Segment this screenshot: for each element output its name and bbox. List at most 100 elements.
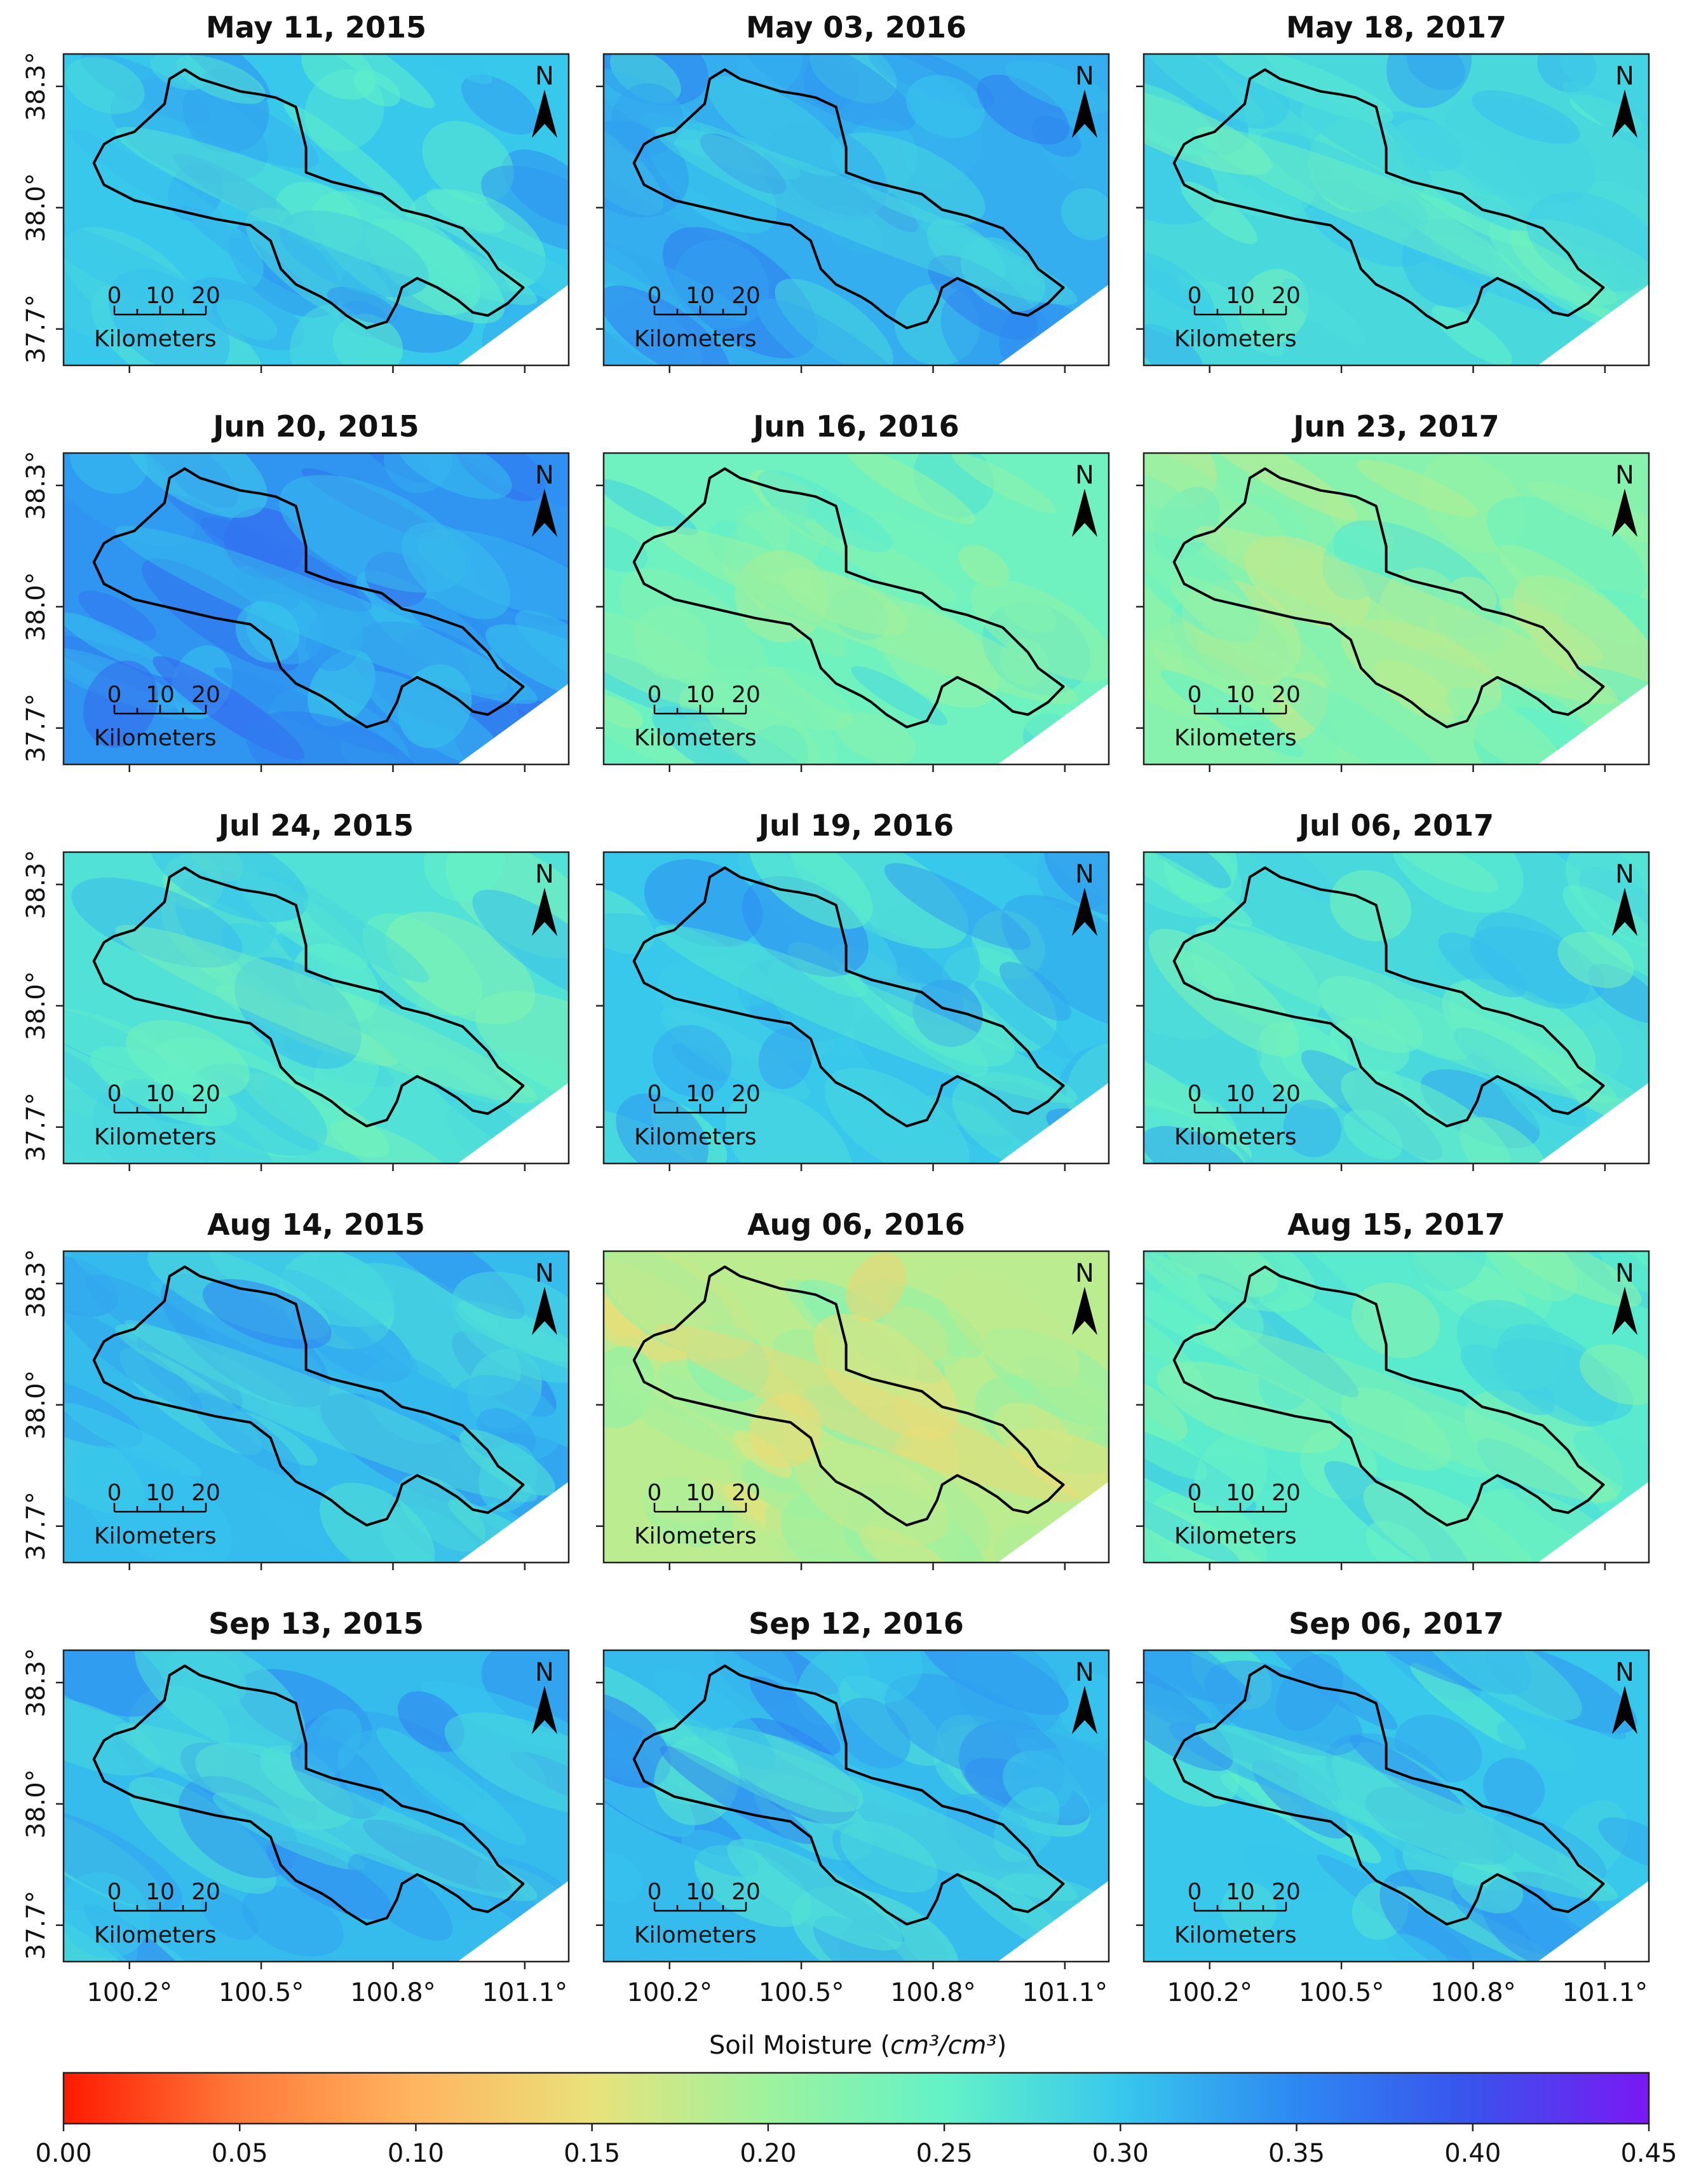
moisture-blotch bbox=[64, 613, 178, 678]
moisture-blotch bbox=[1221, 1882, 1277, 1937]
moisture-blotch bbox=[303, 899, 429, 982]
moisture-blotch bbox=[68, 128, 242, 239]
moisture-blotch bbox=[195, 1742, 354, 1830]
scale-unit: Kilometers bbox=[94, 1124, 217, 1150]
moisture-band bbox=[115, 1324, 538, 1502]
y-tick-label: 38.0° bbox=[22, 173, 51, 242]
panel-title: Sep 06, 2017 bbox=[1289, 1606, 1504, 1641]
scale-label: 20 bbox=[731, 1480, 761, 1506]
moisture-blotch bbox=[795, 1441, 949, 1547]
moisture-blotch bbox=[1144, 1395, 1208, 1481]
moisture-blotch bbox=[64, 1808, 183, 1911]
moisture-blotch bbox=[604, 721, 726, 764]
moisture-blotch bbox=[83, 660, 158, 748]
basin-boundary bbox=[92, 467, 525, 729]
scale-label: 10 bbox=[1226, 1081, 1255, 1107]
moisture-blotch bbox=[235, 601, 300, 663]
moisture-blotch bbox=[320, 1393, 501, 1507]
moisture-blotch bbox=[1599, 1251, 1649, 1292]
moisture-blotch bbox=[202, 1279, 332, 1349]
no-data-area bbox=[998, 1880, 1109, 1962]
y-tick-label: 37.7° bbox=[22, 1491, 51, 1561]
colorbar-label: Soil Moisture (cm³/cm³) bbox=[709, 2031, 1006, 2060]
y-tick-label: 38.0° bbox=[22, 971, 51, 1040]
moisture-blotch bbox=[111, 79, 269, 183]
moisture-blotch bbox=[1144, 1251, 1316, 1312]
no-data-area bbox=[457, 1082, 569, 1163]
scale-label: 20 bbox=[191, 1480, 220, 1506]
moisture-blotch bbox=[847, 453, 975, 524]
moisture-blotch bbox=[1243, 1843, 1328, 1895]
moisture-blotch bbox=[974, 980, 1073, 1059]
north-arrow-icon bbox=[1612, 90, 1637, 138]
moisture-blotch bbox=[481, 165, 569, 252]
panel-frame bbox=[602, 1250, 1110, 1564]
moisture-band bbox=[655, 526, 1078, 704]
moisture-blotch bbox=[150, 54, 206, 90]
basin-boundary bbox=[632, 1265, 1065, 1527]
moisture-blotch bbox=[179, 1775, 298, 1878]
y-tick-label: 38.3° bbox=[22, 1648, 51, 1717]
moisture-blotch bbox=[64, 221, 213, 315]
moisture-blotch bbox=[1557, 932, 1634, 988]
moisture-blotch bbox=[736, 54, 916, 132]
north-arrow-icon bbox=[1072, 90, 1097, 138]
scale-label: 10 bbox=[686, 283, 715, 309]
moisture-blotch bbox=[840, 1650, 923, 1704]
north-arrow-icon bbox=[532, 1686, 557, 1734]
moisture-blotch bbox=[836, 1697, 911, 1768]
basin-boundary bbox=[632, 1664, 1065, 1926]
scale-label: 0 bbox=[647, 1879, 662, 1905]
moisture-blotch bbox=[1395, 119, 1545, 231]
north-arrow-icon bbox=[1072, 888, 1097, 936]
moisture-blotch bbox=[835, 712, 916, 764]
moisture-blotch bbox=[64, 1897, 156, 1962]
x-tick-label: 100.5° bbox=[1299, 1978, 1385, 2007]
moisture-blotch bbox=[370, 1028, 512, 1106]
moisture-blotch bbox=[604, 695, 644, 728]
moisture-field bbox=[1144, 852, 1649, 1163]
moisture-field bbox=[604, 1650, 1109, 1962]
moisture-blotch bbox=[905, 75, 986, 139]
no-data-area bbox=[457, 1481, 569, 1563]
moisture-blotch bbox=[604, 1251, 755, 1359]
moisture-blotch bbox=[1555, 245, 1649, 341]
scale-label: 0 bbox=[1188, 283, 1202, 309]
moisture-blotch bbox=[1322, 525, 1390, 600]
scale-label: 0 bbox=[1188, 682, 1202, 708]
moisture-band bbox=[1195, 925, 1618, 1103]
moisture-blotch bbox=[71, 878, 243, 968]
no-data-area bbox=[998, 1082, 1109, 1163]
moisture-blotch bbox=[604, 913, 773, 1007]
scale-label: 20 bbox=[1271, 1879, 1301, 1905]
moisture-blotch bbox=[1343, 1109, 1403, 1160]
basin-boundary bbox=[92, 1265, 525, 1527]
scale-unit: Kilometers bbox=[1174, 326, 1297, 352]
x-tick-label: 100.8° bbox=[1430, 1978, 1516, 2007]
colorbar-tick-label: 0.05 bbox=[212, 2139, 268, 2168]
moisture-blotch bbox=[241, 1885, 344, 1957]
moisture-blotch bbox=[884, 863, 1031, 950]
panel-title: Sep 13, 2015 bbox=[208, 1606, 424, 1641]
colorbar-tick-label: 0.45 bbox=[1620, 2139, 1677, 2168]
x-tick-label: 101.1° bbox=[1562, 1978, 1648, 2007]
moisture-blotch bbox=[1156, 1361, 1342, 1453]
moisture-blotch bbox=[279, 210, 430, 297]
colorbar-label-unit: cm³/cm³ bbox=[890, 2031, 996, 2060]
moisture-blotch bbox=[749, 1393, 822, 1468]
moisture-blotch bbox=[884, 1674, 1051, 1780]
moisture-blotch bbox=[1411, 1251, 1552, 1331]
moisture-blotch bbox=[90, 1046, 237, 1127]
scale-label: 20 bbox=[1271, 1081, 1301, 1107]
moisture-blotch bbox=[363, 1356, 461, 1444]
colorbar-tick-label: 0.25 bbox=[916, 2139, 973, 2168]
basin-boundary bbox=[1172, 866, 1605, 1128]
moisture-blotch bbox=[960, 237, 1045, 312]
moisture-blotch bbox=[1434, 1650, 1532, 1695]
scale-label: 10 bbox=[1226, 283, 1255, 309]
moisture-blotch bbox=[1169, 574, 1331, 688]
scale-label: 20 bbox=[731, 283, 761, 309]
moisture-field bbox=[604, 54, 1109, 365]
moisture-blotch bbox=[1144, 852, 1252, 927]
moisture-blotch bbox=[604, 285, 730, 365]
